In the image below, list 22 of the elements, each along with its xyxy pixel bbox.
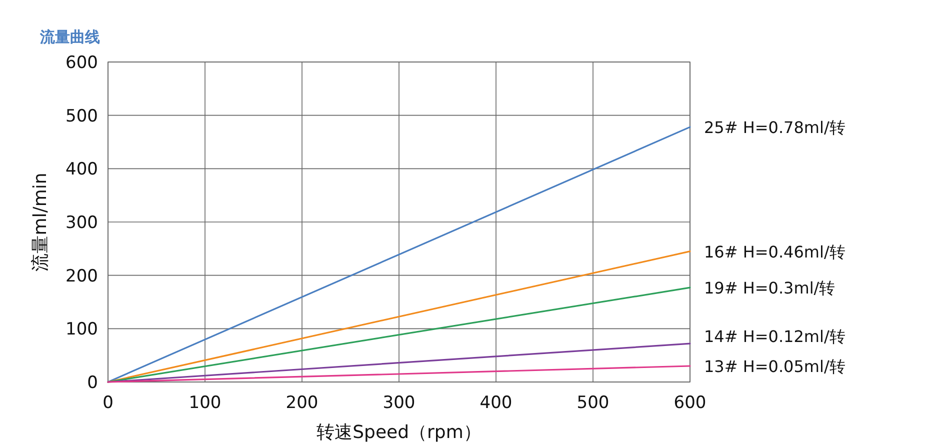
x-tick-label: 600 [674,393,706,413]
series-label: 19# H=0.3ml/转 [704,278,836,298]
x-tick-label: 200 [286,393,318,413]
y-axis-title: 流量ml/min [30,172,51,272]
y-tick-label: 100 [66,320,98,340]
x-tick-label: 0 [102,393,114,413]
series-label: 25# H=0.78ml/转 [704,118,846,138]
x-tick-label: 100 [188,393,222,413]
y-tick-label: 500 [66,106,98,126]
series-label: 13# H=0.05ml/转 [704,357,846,376]
y-tick-label: 400 [66,160,98,180]
chart-title: 流量曲线 [39,28,100,46]
x-axis-title: 转速Speed（rpm） [316,422,482,443]
x-tick-label: 500 [576,393,610,413]
x-tick-label: 400 [480,393,512,413]
x-tick-label: 300 [382,393,416,413]
y-tick-label: 600 [66,53,98,73]
y-tick-label: 0 [87,373,98,393]
series-label: 16# H=0.46ml/转 [704,242,846,262]
y-tick-label: 300 [66,213,98,233]
y-tick-label: 200 [66,266,98,286]
series-label: 14# H=0.12ml/转 [704,327,846,346]
